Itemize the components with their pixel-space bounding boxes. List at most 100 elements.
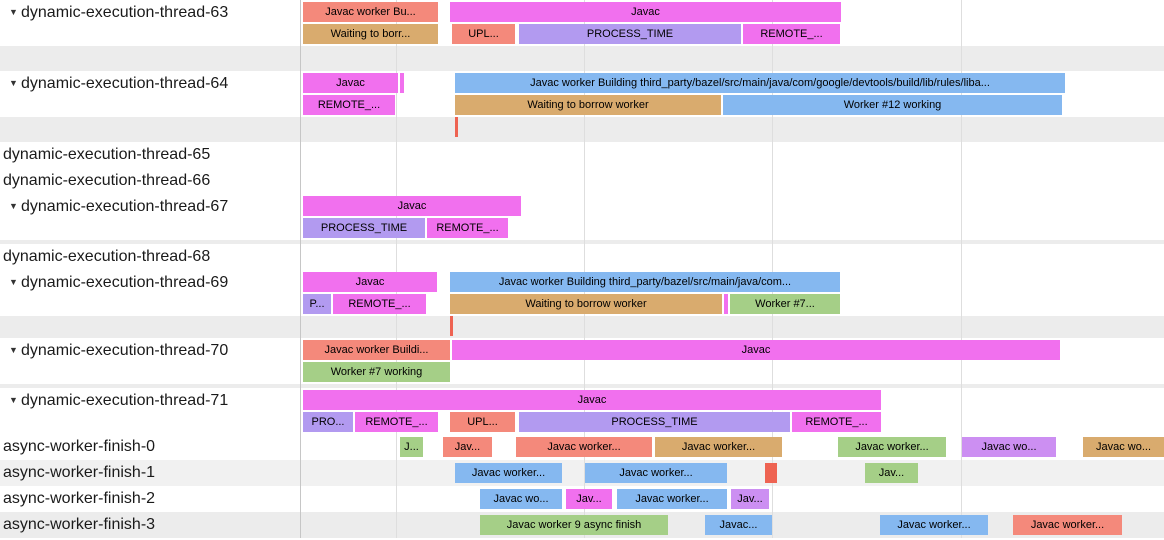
- trace-event-bar[interactable]: Jav...: [865, 463, 918, 483]
- track-lane-area: J... Jav... Javac worker... Javac worker...…: [300, 434, 1164, 460]
- trace-event-bar[interactable]: Javac worker...: [838, 437, 946, 457]
- trace-event-bar[interactable]: Javac: [303, 390, 881, 410]
- trace-event-bar[interactable]: [400, 73, 404, 93]
- track-lane-area: Javac PROCESS_TIME REMOTE_...: [300, 194, 1164, 240]
- track-label: async-worker-finish-3: [3, 516, 156, 533]
- track-name-cell: [0, 46, 300, 71]
- trace-event-bar[interactable]: J...: [400, 437, 423, 457]
- trace-event-bar[interactable]: Jav...: [443, 437, 492, 457]
- trace-event-bar[interactable]: Javac worker...: [585, 463, 727, 483]
- collapse-triangle-icon[interactable]: ▼: [9, 201, 18, 211]
- track-label: async-worker-finish-0: [3, 438, 156, 455]
- track-spacer-row: [0, 384, 1164, 388]
- trace-event-bar[interactable]: Javac worker...: [617, 489, 727, 509]
- track-row-async-worker-finish-1: async-worker-finish-1 Javac worker... Java…: [0, 460, 1164, 486]
- trace-event-bar[interactable]: Javac wo...: [962, 437, 1056, 457]
- trace-event-bar[interactable]: REMOTE_...: [355, 412, 438, 432]
- collapse-triangle-icon[interactable]: ▼: [9, 7, 18, 17]
- collapse-triangle-icon[interactable]: ▼: [9, 277, 18, 287]
- track-row-async-worker-finish-0: async-worker-finish-0 J... Jav... Javac wor…: [0, 434, 1164, 460]
- trace-event-bar[interactable]: Jav...: [566, 489, 612, 509]
- trace-event-bar[interactable]: [724, 294, 728, 314]
- track-lane-area: [300, 316, 1164, 338]
- trace-event-bar[interactable]: Worker #7...: [730, 294, 840, 314]
- track-lane-area: [300, 117, 1164, 142]
- track-row-dynamic-execution-thread-67: ▼ dynamic-execution-thread-67 Javac PROCESS…: [0, 194, 1164, 240]
- trace-event-bar[interactable]: Waiting to borrow worker: [455, 95, 721, 115]
- track-lane-area: Javac PRO... REMOTE_... UPL... PROCESS_TIME R…: [300, 388, 1164, 434]
- trace-event-bar[interactable]: Javac: [452, 340, 1060, 360]
- track-row-dynamic-execution-thread-69: ▼ dynamic-execution-thread-69 Javac Javac w…: [0, 270, 1164, 316]
- track-lane-area: [300, 244, 1164, 270]
- trace-event-bar[interactable]: Javac: [450, 2, 841, 22]
- trace-event-bar[interactable]: Javac worker...: [880, 515, 988, 535]
- track-name-cell: [0, 316, 300, 338]
- trace-event-bar[interactable]: Javac: [303, 272, 437, 292]
- trace-event-bar[interactable]: REMOTE_...: [427, 218, 508, 238]
- trace-event-bar[interactable]: Waiting to borr...: [303, 24, 438, 44]
- track-lane-area: [300, 46, 1164, 71]
- trace-event-tick[interactable]: [450, 316, 453, 336]
- track-label: dynamic-execution-thread-70: [21, 342, 229, 359]
- trace-event-bar[interactable]: Javac wo...: [1083, 437, 1164, 457]
- trace-event-bar[interactable]: Javac worker...: [455, 463, 562, 483]
- trace-event-bar[interactable]: Javac worker...: [516, 437, 652, 457]
- track-lane-area: Javac worker Bu... Javac Waiting to borr..…: [300, 0, 1164, 46]
- track-name-cell: dynamic-execution-thread-65: [0, 142, 300, 168]
- trace-event-bar[interactable]: Worker #7 working: [303, 362, 450, 382]
- track-name-cell: async-worker-finish-3: [0, 512, 300, 538]
- track-label: dynamic-execution-thread-71: [21, 392, 229, 409]
- track-label: async-worker-finish-2: [3, 490, 156, 507]
- track-label: dynamic-execution-thread-66: [3, 172, 211, 189]
- trace-event-tick[interactable]: [455, 117, 458, 137]
- collapse-triangle-icon[interactable]: ▼: [9, 78, 18, 88]
- trace-event-bar[interactable]: Javac...: [705, 515, 772, 535]
- trace-event-bar[interactable]: Javac: [303, 73, 398, 93]
- track-row-dynamic-execution-thread-65: dynamic-execution-thread-65: [0, 142, 1164, 168]
- trace-event-bar[interactable]: P...: [303, 294, 331, 314]
- trace-event-bar[interactable]: REMOTE_...: [333, 294, 426, 314]
- track-name-cell: dynamic-execution-thread-66: [0, 168, 300, 194]
- trace-event-bar[interactable]: REMOTE_...: [303, 95, 395, 115]
- collapse-triangle-icon[interactable]: ▼: [9, 345, 18, 355]
- track-label: dynamic-execution-thread-67: [21, 198, 229, 215]
- trace-event-bar[interactable]: Javac: [303, 196, 521, 216]
- trace-event-bar[interactable]: PRO...: [303, 412, 353, 432]
- track-spacer-row: [0, 316, 1164, 338]
- trace-event-bar[interactable]: Waiting to borrow worker: [450, 294, 722, 314]
- collapse-triangle-icon[interactable]: ▼: [9, 395, 18, 405]
- trace-event-bar[interactable]: Worker #12 working: [723, 95, 1062, 115]
- track-lane-area: [300, 142, 1164, 168]
- track-row-dynamic-execution-thread-68: dynamic-execution-thread-68: [0, 244, 1164, 270]
- track-spacer-row: [0, 240, 1164, 244]
- track-name-cell: async-worker-finish-1: [0, 460, 300, 486]
- trace-event-bar[interactable]: [765, 463, 777, 483]
- track-lane-area: Javac worker 9 async finish Javac... Javac…: [300, 512, 1164, 538]
- trace-event-bar[interactable]: REMOTE_...: [743, 24, 840, 44]
- trace-event-bar[interactable]: Jav...: [731, 489, 769, 509]
- trace-event-bar[interactable]: Javac worker Buildi...: [303, 340, 450, 360]
- trace-event-bar[interactable]: Javac worker Building third_party/bazel/…: [450, 272, 840, 292]
- trace-event-bar[interactable]: Javac wo...: [480, 489, 562, 509]
- trace-event-bar[interactable]: UPL...: [450, 412, 515, 432]
- trace-event-bar[interactable]: Javac worker Bu...: [303, 2, 438, 22]
- trace-event-bar[interactable]: Javac worker Building third_party/bazel/…: [455, 73, 1065, 93]
- trace-event-bar[interactable]: PROCESS_TIME: [303, 218, 425, 238]
- track-spacer-row: [0, 46, 1164, 71]
- track-row-async-worker-finish-3: async-worker-finish-3 Javac worker 9 asyn…: [0, 512, 1164, 538]
- track-label: dynamic-execution-thread-64: [21, 75, 229, 92]
- track-row-dynamic-execution-thread-70: ▼ dynamic-execution-thread-70 Javac worker…: [0, 338, 1164, 384]
- trace-event-bar[interactable]: PROCESS_TIME: [519, 24, 741, 44]
- track-label: dynamic-execution-thread-68: [3, 248, 211, 265]
- trace-event-bar[interactable]: Javac worker...: [655, 437, 782, 457]
- trace-event-bar[interactable]: PROCESS_TIME: [519, 412, 790, 432]
- track-row-dynamic-execution-thread-71: ▼ dynamic-execution-thread-71 Javac PRO... R…: [0, 388, 1164, 434]
- track-lane-area: Javac worker Buildi... Javac Worker #7 wor…: [300, 338, 1164, 384]
- trace-event-bar[interactable]: Javac worker 9 async finish: [480, 515, 668, 535]
- trace-event-bar[interactable]: REMOTE_...: [792, 412, 881, 432]
- trace-event-bar[interactable]: Javac worker...: [1013, 515, 1122, 535]
- track-label: dynamic-execution-thread-65: [3, 146, 211, 163]
- trace-event-bar[interactable]: UPL...: [452, 24, 515, 44]
- track-lane-area: [300, 168, 1164, 194]
